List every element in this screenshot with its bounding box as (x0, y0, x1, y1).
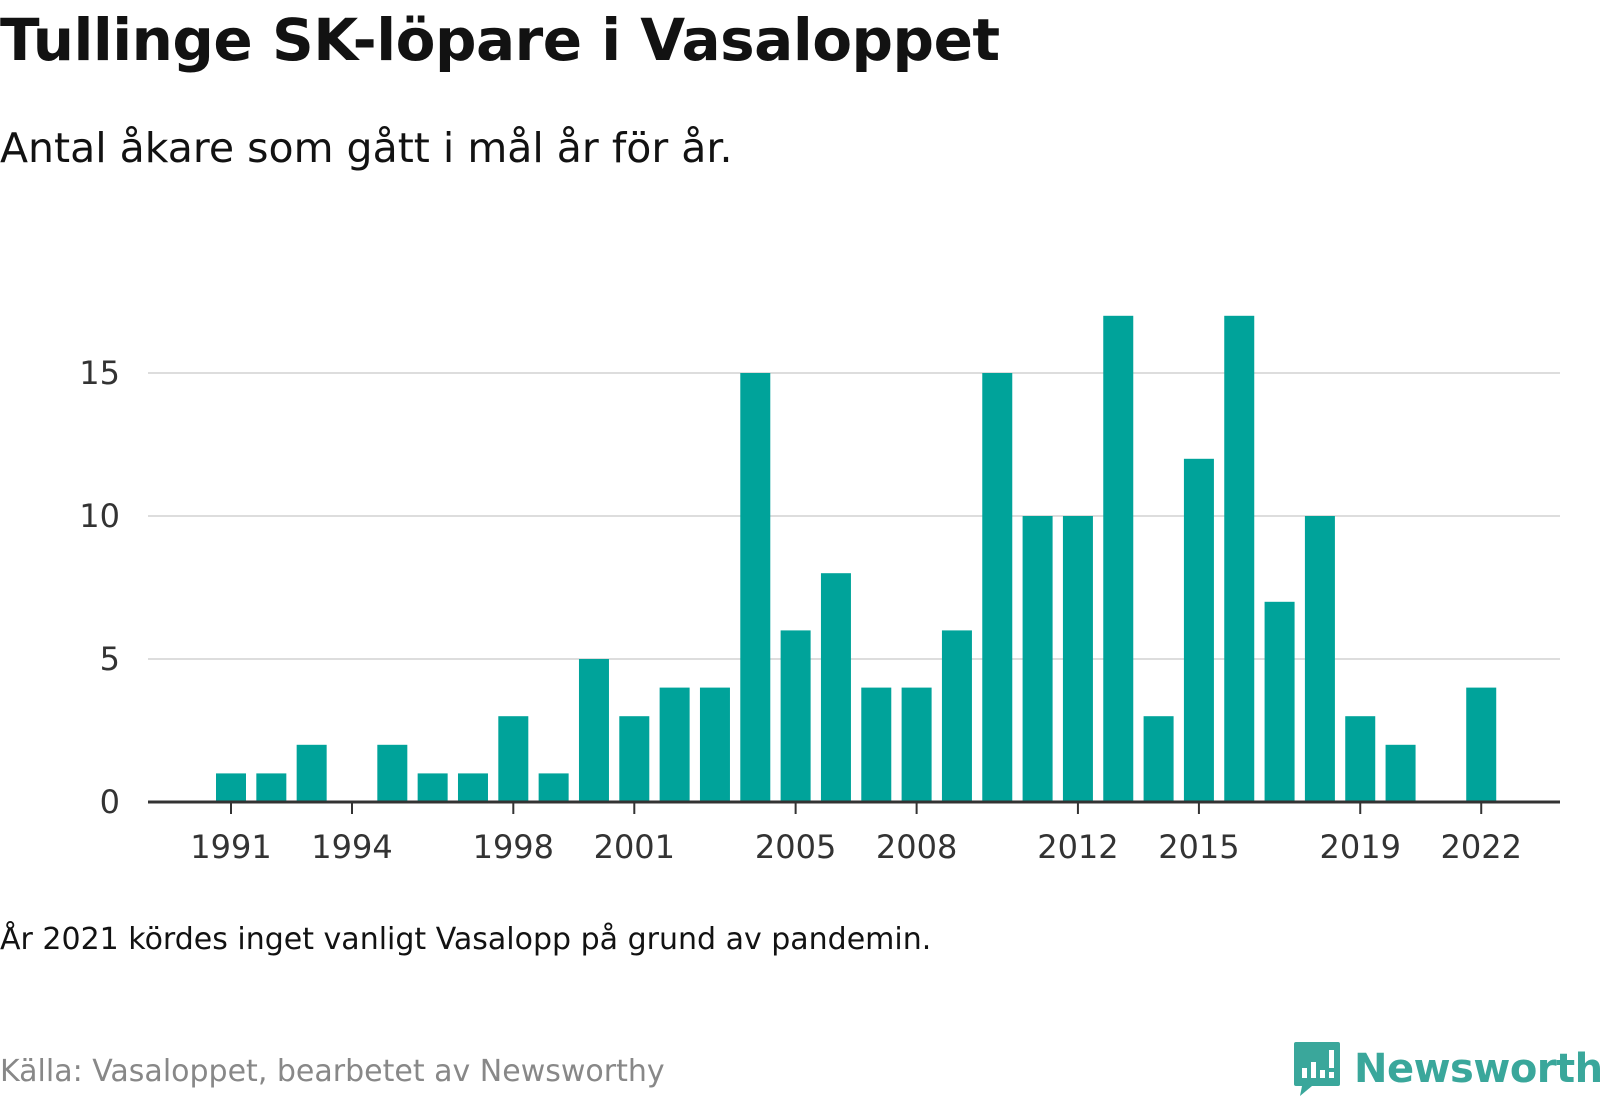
bar (1224, 315, 1255, 802)
bar (1143, 716, 1174, 802)
source-credit: Källa: Vasaloppet, bearbetet av Newswort… (0, 1054, 665, 1089)
bar (1345, 716, 1376, 802)
bar (619, 716, 650, 802)
bar (417, 773, 448, 802)
y-tick-label: 15 (79, 354, 120, 392)
x-tick-label: 2001 (594, 828, 675, 866)
x-tick-label: 1991 (190, 828, 271, 866)
footnote: År 2021 kördes inget vanligt Vasalopp på… (0, 922, 932, 957)
x-tick-label: 2008 (876, 828, 957, 866)
bar (216, 773, 246, 802)
bar (659, 687, 690, 802)
bar (820, 573, 851, 802)
bar (1466, 687, 1497, 802)
bar (457, 773, 488, 802)
x-tick-label: 2015 (1158, 828, 1239, 866)
bar (1062, 516, 1093, 802)
bar (1264, 601, 1295, 802)
bar (740, 373, 771, 802)
bar (941, 630, 972, 802)
bar (1183, 458, 1214, 802)
bar-chart: 0 5 10 15 1991 1994 1998 2001 2005 2008 2012 2015 20… (79, 315, 1560, 866)
bar (982, 373, 1013, 802)
y-tick-label: 0 (100, 783, 120, 821)
bar (780, 630, 811, 802)
newsworthy-logo-icon (1294, 1042, 1340, 1096)
bar (1022, 516, 1053, 802)
bar (699, 687, 730, 802)
axes: 0 5 10 15 1991 1994 1998 2001 2005 2008 2012 2015 20… (79, 354, 1560, 866)
bar (256, 773, 287, 802)
bar (498, 716, 529, 802)
bars (216, 315, 1497, 802)
x-tick-label: 2005 (755, 828, 836, 866)
gridlines (148, 372, 1560, 660)
bar (1304, 516, 1335, 802)
chart-title: Tullinge SK-löpare i Vasaloppet (0, 6, 1000, 74)
x-tick-label: 2022 (1441, 828, 1522, 866)
bar (538, 773, 569, 802)
bar (1385, 744, 1416, 802)
y-tick-label: 5 (100, 640, 120, 678)
x-tick-label: 1994 (311, 828, 392, 866)
bar (578, 659, 609, 802)
brand-name: Newsworthy (1354, 1046, 1600, 1092)
x-tick-label: 1998 (473, 828, 554, 866)
bar (377, 744, 408, 802)
bar (861, 687, 892, 802)
bar (1103, 315, 1134, 802)
bar (901, 687, 932, 802)
x-tick-label: 2019 (1320, 828, 1401, 866)
chart-subtitle: Antal åkare som gått i mål år för år. (0, 124, 733, 172)
x-tick-label: 2012 (1037, 828, 1118, 866)
brand-logo: Newsworthy (1292, 1040, 1600, 1098)
bar (296, 744, 327, 802)
y-tick-label: 10 (79, 497, 120, 535)
